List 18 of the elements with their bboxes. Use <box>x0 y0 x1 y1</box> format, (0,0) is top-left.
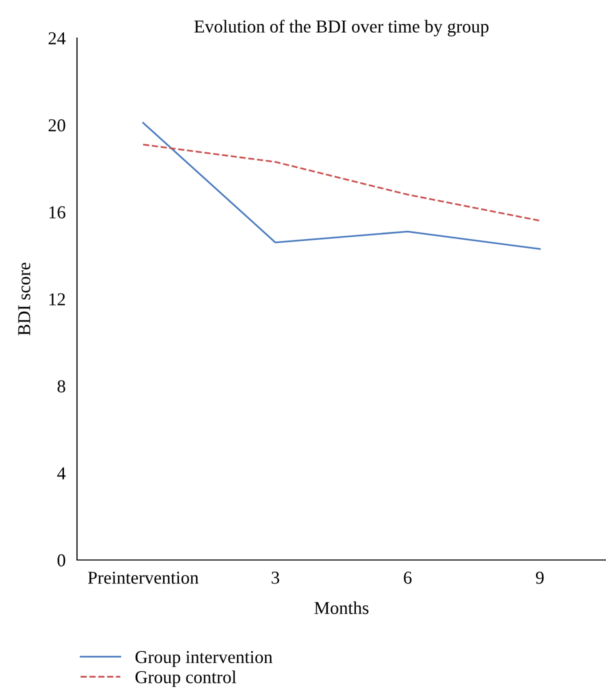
x-tick-label: Preintervention <box>88 572 199 584</box>
y-tick-label: 12 <box>49 293 65 306</box>
y-tick-label: 16 <box>49 206 66 218</box>
x-tick-label: 9 <box>536 572 544 584</box>
y-axis-title: BDI score <box>18 262 30 336</box>
chart-title: Evolution of the BDI over time by group <box>194 20 488 36</box>
legend-label: Group control <box>136 670 236 687</box>
y-tick-label: 4 <box>57 467 66 480</box>
y-tick-label: 8 <box>58 380 66 392</box>
line-series <box>142 122 541 250</box>
line-series <box>142 144 541 222</box>
legend-label: Group intervention <box>136 651 272 667</box>
x-tick-label: 6 <box>404 572 412 584</box>
y-tick-label: 0 <box>58 554 66 566</box>
x-tick-label: 3 <box>272 572 280 584</box>
x-axis-title: Months <box>314 601 368 614</box>
y-tick-label: 20 <box>48 119 66 132</box>
y-tick-label: 24 <box>48 32 66 44</box>
